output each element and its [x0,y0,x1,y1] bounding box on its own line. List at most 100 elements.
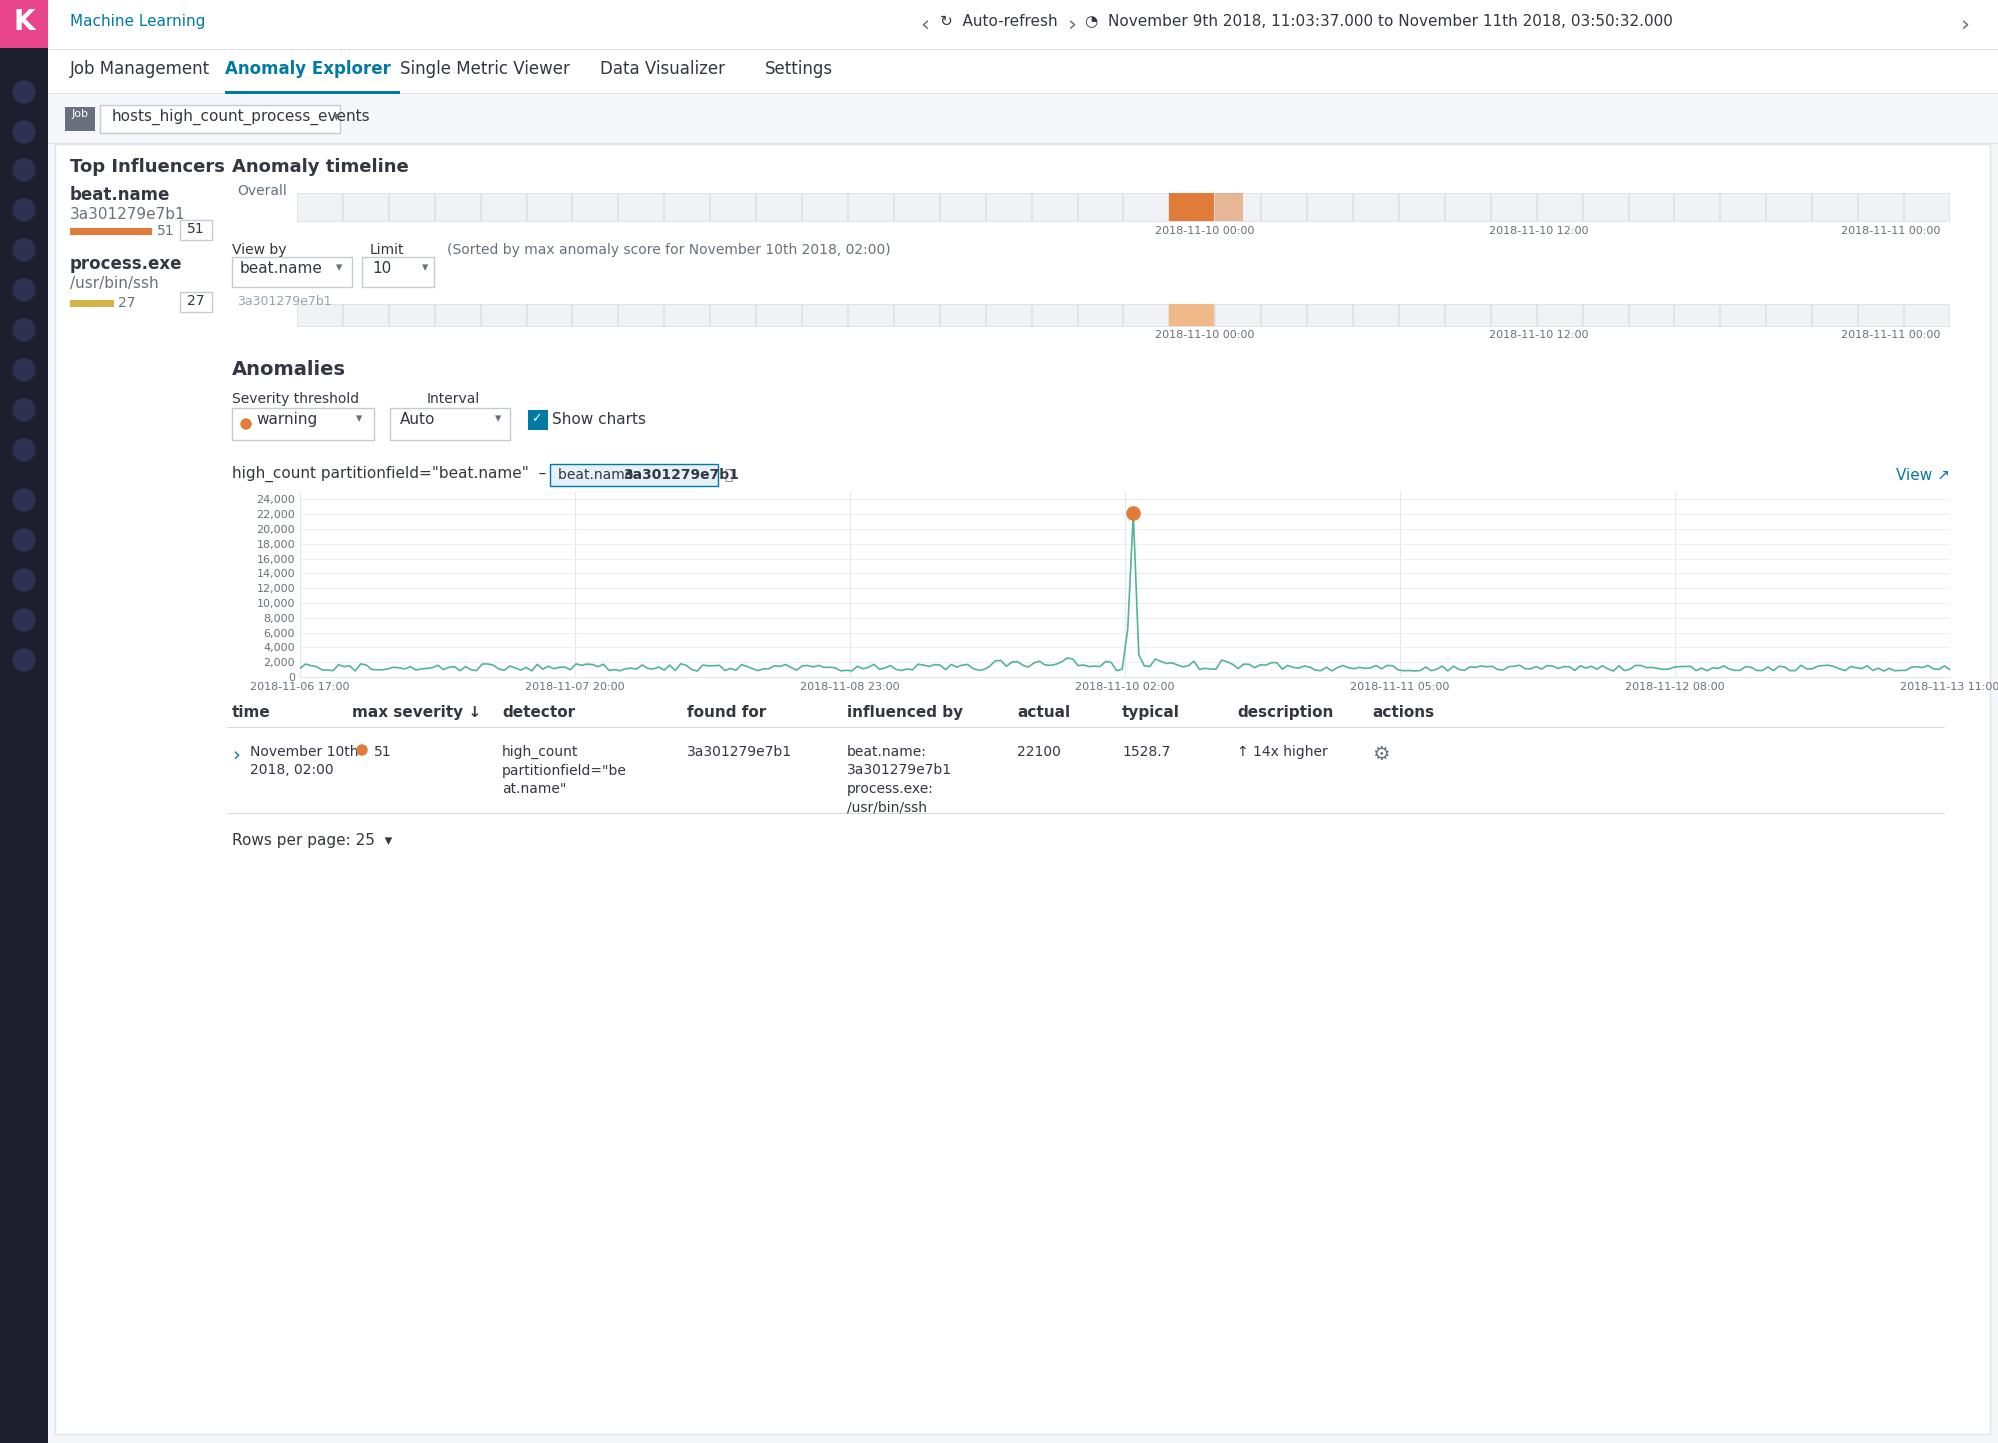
Bar [1720,193,1764,221]
Bar [1123,193,1169,221]
Circle shape [14,278,36,302]
Text: Show charts: Show charts [551,413,645,427]
Bar [1215,304,1259,326]
Text: 27: 27 [118,296,136,310]
Bar [1766,304,1810,326]
Text: high_count
partitionfield="be
at.name": high_count partitionfield="be at.name" [501,745,627,797]
Bar [1858,304,1902,326]
Text: warning: warning [256,413,318,427]
Text: max severity ↓: max severity ↓ [352,706,482,720]
Bar [1582,193,1626,221]
Bar [390,408,509,440]
Bar [1307,193,1351,221]
Circle shape [14,121,36,143]
Text: typical: typical [1121,706,1179,720]
Bar [100,105,340,133]
Text: Auto: Auto [400,413,436,427]
Text: 2018-11-11 00:00: 2018-11-11 00:00 [1840,330,1938,341]
Bar [1812,193,1856,221]
Text: found for: found for [687,706,765,720]
Text: View by: View by [232,242,286,257]
Bar [1077,304,1123,326]
Bar [939,193,985,221]
Text: /usr/bin/ssh: /usr/bin/ssh [70,276,158,291]
Bar [1261,304,1305,326]
Bar [847,304,893,326]
Bar [1628,193,1672,221]
Text: Limit: Limit [370,242,404,257]
Bar [70,300,114,307]
Bar [571,304,617,326]
Bar [1628,304,1672,326]
Text: ‹: ‹ [919,14,929,35]
Circle shape [14,649,36,671]
Bar [1674,304,1718,326]
Text: ⚙: ⚙ [1371,745,1389,763]
Bar [48,0,1998,51]
Bar [1536,193,1580,221]
Bar [893,193,939,221]
Bar [362,257,434,287]
Text: 51: 51 [188,222,204,237]
Bar [617,193,663,221]
Text: 3a301279e7b1: 3a301279e7b1 [238,294,332,307]
Circle shape [14,81,36,102]
Text: ◔  November 9th 2018, 11:03:37.000 to November 11th 2018, 03:50:32.000: ◔ November 9th 2018, 11:03:37.000 to Nov… [1085,14,1672,29]
Bar [1215,193,1259,221]
Circle shape [14,199,36,221]
Text: 2018-11-11 00:00: 2018-11-11 00:00 [1840,227,1938,237]
Circle shape [14,530,36,551]
Bar [1858,193,1902,221]
Bar [1812,304,1856,326]
Text: (Sorted by max anomaly score for November 10th 2018, 02:00): (Sorted by max anomaly score for Novembe… [448,242,891,257]
Text: Settings: Settings [765,61,833,78]
Circle shape [358,745,368,755]
Bar [1169,304,1213,326]
Bar [1031,304,1077,326]
Point [1117,502,1149,525]
Text: Job Management: Job Management [70,61,210,78]
Text: ›: › [232,745,240,763]
Text: 2018-11-10 00:00: 2018-11-10 00:00 [1155,227,1253,237]
Text: Top Influencers: Top Influencers [70,157,224,176]
Text: ⓘ: ⓘ [723,468,731,482]
Circle shape [14,240,36,261]
Text: Job: Job [72,110,88,118]
Bar [434,193,480,221]
Bar [709,304,755,326]
Text: ✓: ✓ [531,413,541,426]
Bar [1536,304,1580,326]
Bar [232,408,374,440]
Bar [1123,304,1169,326]
Circle shape [14,569,36,592]
Text: ▾: ▾ [336,261,342,274]
Text: description: description [1237,706,1333,720]
Text: ▾: ▾ [496,413,501,426]
Text: 2018-11-10 00:00: 2018-11-10 00:00 [1155,330,1253,341]
Text: Data Visualizer: Data Visualizer [599,61,725,78]
Bar [70,228,152,235]
Circle shape [14,319,36,341]
Bar [1582,304,1626,326]
Bar [1445,304,1489,326]
Bar [226,91,400,94]
Text: ▾: ▾ [334,110,340,123]
Bar [663,193,709,221]
Bar [617,304,663,326]
Bar [180,219,212,240]
Bar [847,193,893,221]
Bar [1399,304,1443,326]
Text: beat.name:
3a301279e7b1
process.exe:
/usr/bin/ssh: beat.name: 3a301279e7b1 process.exe: /us… [847,745,951,814]
Bar [390,193,434,221]
Bar [1904,304,1948,326]
Text: Anomaly timeline: Anomaly timeline [232,157,408,176]
Bar [480,304,525,326]
Bar [709,193,755,221]
Text: process.exe: process.exe [70,255,182,273]
Bar [1491,304,1534,326]
Text: 3a301279e7b1: 3a301279e7b1 [623,468,739,482]
Bar [985,193,1031,221]
Bar [1445,193,1489,221]
Bar [56,144,1988,1434]
Bar [525,304,571,326]
